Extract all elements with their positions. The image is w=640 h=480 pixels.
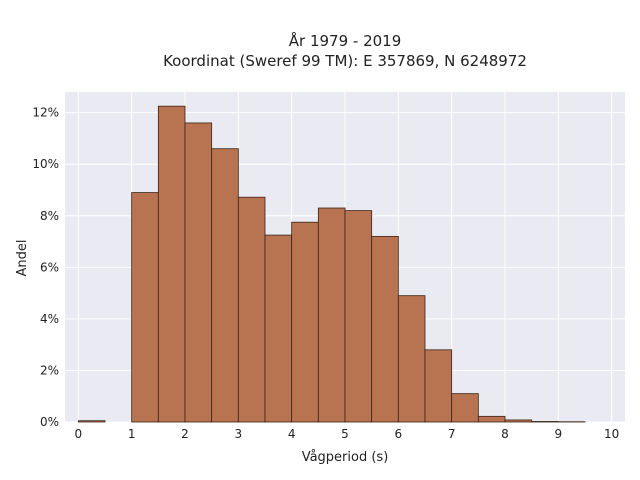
x-tick-label: 2 bbox=[181, 427, 189, 441]
y-tick-label: 8% bbox=[40, 209, 59, 223]
x-tick-label: 4 bbox=[288, 427, 296, 441]
x-tick-label: 9 bbox=[555, 427, 563, 441]
histogram-bar bbox=[371, 235, 399, 423]
histogram-bar bbox=[77, 420, 106, 423]
histogram-bar bbox=[237, 196, 266, 423]
histogram-bar bbox=[424, 349, 453, 423]
x-tick-label: 0 bbox=[75, 427, 83, 441]
y-tick-label: 0% bbox=[40, 415, 59, 429]
histogram-bar bbox=[157, 105, 186, 423]
y-tick-label: 10% bbox=[32, 157, 59, 171]
histogram-bar bbox=[317, 207, 346, 423]
chart-title: År 1979 - 2019 bbox=[289, 31, 402, 50]
histogram-bar bbox=[344, 210, 373, 423]
x-tick-label: 3 bbox=[235, 427, 243, 441]
x-tick-label: 10 bbox=[604, 427, 619, 441]
histogram-bar bbox=[477, 415, 506, 423]
histogram-bar bbox=[291, 221, 319, 423]
histogram-bar bbox=[211, 148, 239, 423]
x-tick-label: 8 bbox=[501, 427, 509, 441]
y-tick-label: 12% bbox=[32, 106, 59, 120]
y-axis-label: Andel bbox=[15, 240, 30, 277]
histogram-bar bbox=[531, 421, 559, 423]
histogram-bar bbox=[451, 393, 479, 423]
x-tick-label: 5 bbox=[341, 427, 349, 441]
x-axis-label: Vågperiod (s) bbox=[302, 450, 389, 465]
histogram-bar bbox=[504, 419, 533, 423]
x-tick-label: 1 bbox=[128, 427, 136, 441]
bars bbox=[77, 105, 586, 423]
x-tick-label: 7 bbox=[448, 427, 456, 441]
y-tick-label: 6% bbox=[40, 260, 59, 274]
y-axis-ticks: 0% 2% 4% 6% 8% 10% 12% bbox=[32, 106, 59, 429]
y-tick-label: 4% bbox=[40, 312, 59, 326]
y-tick-label: 2% bbox=[40, 363, 59, 377]
histogram-bar bbox=[184, 122, 213, 423]
histogram-bar bbox=[264, 234, 293, 423]
x-axis-ticks: 0 1 2 3 4 5 6 7 8 9 10 bbox=[75, 427, 620, 441]
histogram-bar bbox=[131, 192, 159, 423]
chart-subtitle: Koordinat (Sweref 99 TM): E 357869, N 62… bbox=[163, 52, 527, 70]
x-tick-label: 6 bbox=[395, 427, 403, 441]
histogram-bar bbox=[397, 295, 426, 423]
